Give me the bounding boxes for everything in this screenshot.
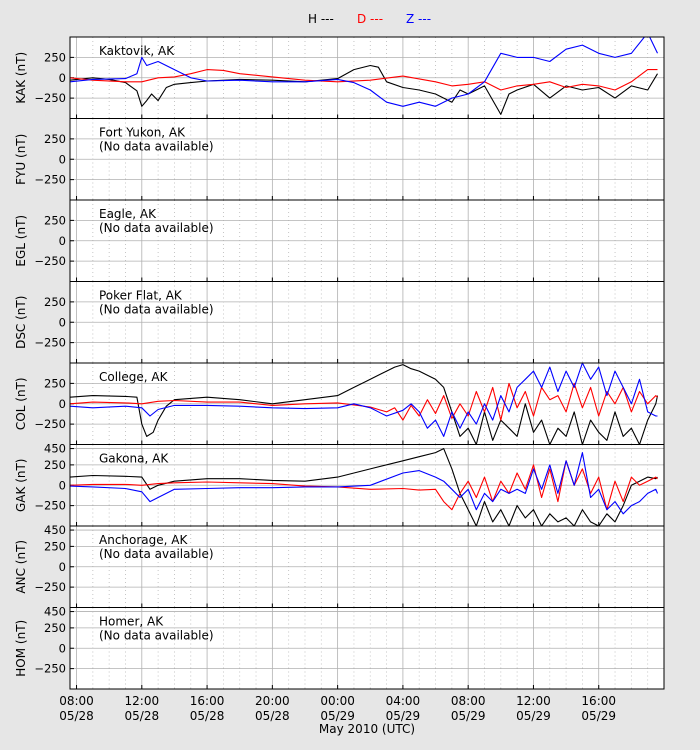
x-tick-date-6: 05/29 [451,709,486,723]
station-panels: 250 0 −250 Kaktovik, AK KAK (nT) 250 0 −250 Fort… [14,36,665,690]
no-data-note: (No data available) [99,221,214,235]
x-tick-date-0: 05/28 [59,709,94,723]
y-tick-label: −250 [34,662,66,676]
y-axis-label: FYU (nT) [14,134,28,185]
y-tick-label: 0 [59,560,66,574]
y-tick-label: 450 [44,442,66,456]
y-tick-label: 250 [44,132,66,146]
x-tick-time-3: 20:00 [255,694,290,708]
y-tick-label: −250 [34,91,66,105]
x-tick-date-5: 05/29 [386,709,421,723]
panel-frame [69,607,665,690]
y-tick-label: 0 [59,152,66,166]
panel-2: 250 0 −250 Eagle, AK(No data available) EGL … [14,199,665,282]
x-tick-date-7: 05/29 [516,709,551,723]
panel-5: 450 250 0 −250 Gakona, AK GAK (nT) [14,442,665,527]
y-tick-label: 250 [44,295,66,309]
y-tick-label: −250 [34,336,66,350]
x-tick-time-6: 08:00 [451,694,486,708]
y-tick-label: 0 [59,397,66,411]
no-data-note: (No data available) [99,629,214,643]
series-H-line [70,364,659,445]
station-label: Anchorage, AK [99,533,188,547]
x-tick-time-2: 16:00 [190,694,225,708]
x-tick-date-4: 05/29 [320,709,355,723]
series-group [70,448,659,526]
y-tick-label: 250 [44,376,66,390]
x-tick-date-2: 05/28 [190,709,225,723]
y-tick-label: 250 [44,458,66,472]
x-tick-time-8: 16:00 [581,694,616,708]
panel-1: 250 0 −250 Fort Yukon, AK(No data available… [14,118,665,201]
series-D-line [70,69,658,91]
y-tick-label: 0 [59,315,66,329]
y-axis-label: KAK (nT) [14,52,28,104]
series-D-line [70,382,658,421]
y-tick-label: 250 [44,539,66,553]
y-tick-label: −250 [34,254,66,268]
legend-entry-0: H --- [308,12,334,26]
series-Z-line [70,452,659,515]
x-tick-time-0: 08:00 [59,694,94,708]
y-axis-label: GAK (nT) [14,459,28,513]
y-axis-label: COL (nT) [14,377,28,430]
y-axis-label: DSC (nT) [14,296,28,349]
y-tick-label: 0 [59,478,66,492]
y-axis-label: ANC (nT) [14,540,28,594]
x-axis: 08:0005/2812:0005/2816:0005/2820:0005/28… [59,694,616,723]
series-Z-line [70,363,658,437]
station-label: Fort Yukon, AK [99,126,186,140]
x-tick-time-5: 04:00 [386,694,421,708]
x-tick-date-8: 05/29 [581,709,616,723]
x-tick-date-3: 05/28 [255,709,290,723]
x-axis-label: May 2010 (UTC) [319,722,415,736]
y-tick-label: −250 [34,417,66,431]
panel-0: 250 0 −250 Kaktovik, AK KAK (nT) [14,36,665,119]
no-data-note: (No data available) [99,140,214,154]
y-tick-label: −250 [34,499,66,513]
panel-6: 450 250 0 −250 Anchorage, AK(No data availab… [14,523,665,608]
y-tick-label: 250 [44,50,66,64]
x-tick-date-1: 05/28 [125,709,160,723]
x-tick-time-1: 12:00 [125,694,160,708]
station-label: Gakona, AK [99,452,169,466]
station-label: Eagle, AK [99,207,157,221]
y-tick-label: −250 [34,580,66,594]
series-H-line [70,64,658,115]
y-axis-label: HOM (nT) [14,620,28,677]
x-tick-time-4: 00:00 [320,694,355,708]
legend-entry-2: Z --- [406,12,431,26]
y-tick-label: 450 [44,523,66,537]
station-label: Poker Flat, AK [99,289,183,303]
y-tick-label: 0 [59,71,66,85]
station-label: Homer, AK [99,615,164,629]
panel-3: 250 0 −250 Poker Flat, AK(No data available… [14,281,665,364]
y-tick-label: −250 [34,173,66,187]
y-tick-label: 250 [44,213,66,227]
x-tick-time-7: 12:00 [516,694,551,708]
station-label: Kaktovik, AK [99,44,175,58]
y-tick-label: 250 [44,621,66,635]
series-H-line [70,448,658,526]
no-data-note: (No data available) [99,547,214,561]
panel-4: 250 0 −250 College, AK COL (nT) [14,362,665,445]
y-tick-label: 0 [59,641,66,655]
y-axis-label: EGL (nT) [14,215,28,267]
panel-7: 450 250 0 −250 Homer, AK(No data available) H… [14,605,665,690]
y-tick-label: 450 [44,605,66,619]
no-data-note: (No data available) [99,303,214,317]
series-group [70,363,659,445]
series-group [70,37,658,115]
y-tick-label: 0 [59,234,66,248]
legend-entry-1: D --- [357,12,383,26]
legend: H --- D --- Z --- [308,12,431,26]
station-label: College, AK [99,370,169,384]
series-Z-line [70,37,658,107]
